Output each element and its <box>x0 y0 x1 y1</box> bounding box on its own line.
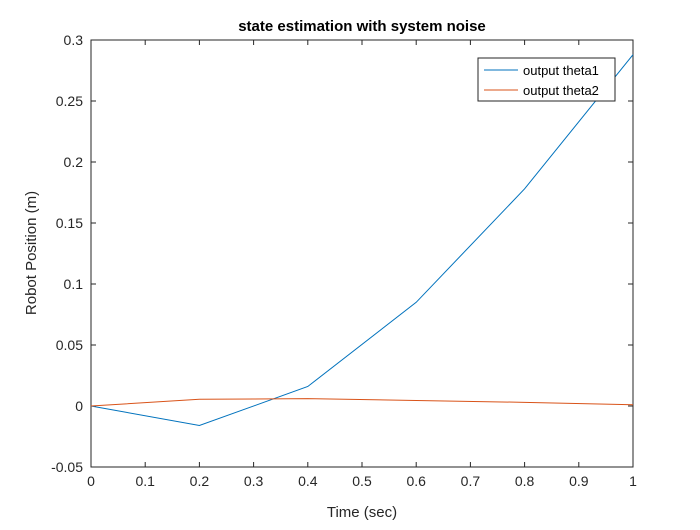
x-tick-label: 0.5 <box>352 473 372 489</box>
series-line-1 <box>90 54 634 427</box>
axes-box <box>90 39 634 468</box>
x-tick-label: 0.3 <box>244 473 264 489</box>
x-axis: 0 0.1 0.2 0.3 0.4 0.5 0.6 0.7 0.8 0.9 1 <box>87 40 637 489</box>
y-tick-label: 0.1 <box>64 276 84 292</box>
series-line-2 <box>90 398 634 407</box>
y-tick-label: 0.25 <box>56 93 83 109</box>
x-tick-label: 1 <box>629 473 637 489</box>
x-tick-label: 0.1 <box>135 473 155 489</box>
x-tick-label: 0.2 <box>190 473 210 489</box>
y-axis-label: Robot Position (m) <box>23 191 40 315</box>
series-group <box>90 54 634 427</box>
y-tick-label: 0 <box>75 398 83 414</box>
y-tick-label: 0.2 <box>64 154 84 170</box>
y-tick-label: 0.15 <box>56 215 83 231</box>
chart-title: state estimation with system noise <box>238 18 486 35</box>
legend-label: output theta1 <box>523 63 599 78</box>
legend: output theta1 output theta2 <box>477 57 616 102</box>
y-tick-label: 0.3 <box>64 32 84 48</box>
legend-label: output theta2 <box>523 83 599 98</box>
x-tick-label: 0.7 <box>461 473 481 489</box>
y-tick-label: -0.05 <box>51 459 83 475</box>
plot-area <box>90 39 634 468</box>
x-tick-label: 0 <box>87 473 95 489</box>
y-axis: -0.05 0 0.05 0.1 0.15 0.2 0.25 0.3 <box>51 32 633 475</box>
x-tick-label: 0.6 <box>406 473 426 489</box>
x-tick-label: 0.4 <box>298 473 318 489</box>
y-tick-label: 0.05 <box>56 337 83 353</box>
x-tick-label: 0.8 <box>515 473 535 489</box>
legend-box <box>477 57 616 102</box>
x-axis-label: Time (sec) <box>327 504 397 521</box>
x-tick-label: 0.9 <box>569 473 589 489</box>
